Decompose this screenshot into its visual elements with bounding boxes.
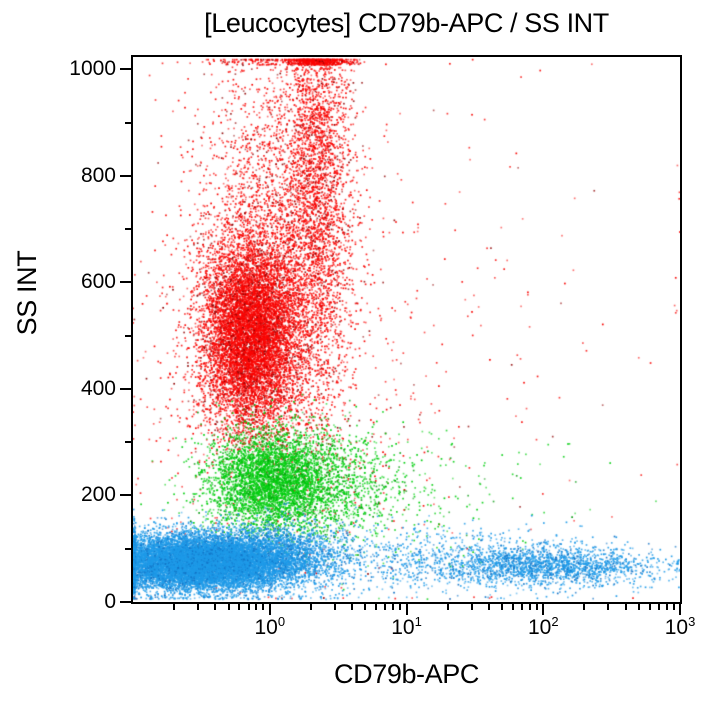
x-minor-tick (255, 604, 258, 610)
x-major-tick (268, 604, 271, 615)
y-major-tick (120, 387, 131, 390)
y-tick-label: 200 (80, 483, 116, 507)
x-minor-tick (511, 604, 514, 610)
y-minor-tick (125, 121, 131, 124)
x-minor-tick (470, 604, 473, 610)
x-minor-tick (528, 604, 531, 610)
x-minor-tick (521, 604, 524, 610)
x-tick-label: 103 (664, 614, 696, 639)
x-minor-tick (351, 604, 354, 610)
x-minor-tick (173, 604, 176, 610)
x-minor-tick (583, 604, 586, 610)
x-minor-tick (487, 604, 490, 610)
x-minor-tick (333, 604, 336, 610)
x-major-tick (679, 604, 681, 615)
y-major-tick (120, 68, 131, 71)
x-minor-tick (238, 604, 241, 610)
x-minor-tick (247, 604, 250, 610)
y-minor-tick (125, 441, 131, 444)
y-tick-label: 600 (80, 270, 116, 294)
x-minor-tick (607, 604, 610, 610)
x-minor-tick (399, 604, 402, 610)
x-minor-tick (672, 604, 675, 610)
x-minor-tick (637, 604, 640, 610)
x-major-tick (542, 604, 545, 615)
x-minor-tick (364, 604, 367, 610)
x-minor-tick (624, 604, 627, 610)
x-minor-tick (392, 604, 395, 610)
y-minor-tick (125, 228, 131, 231)
x-axis-label: CD79b-APC (334, 659, 479, 689)
x-minor-tick (535, 604, 538, 610)
x-minor-tick (657, 604, 660, 610)
scatter-plot-canvas (133, 57, 680, 602)
x-minor-tick (665, 604, 668, 610)
x-minor-tick (501, 604, 504, 610)
x-minor-tick (384, 604, 387, 610)
x-minor-tick (446, 604, 449, 610)
y-major-tick (120, 174, 131, 177)
y-major-tick (120, 601, 131, 603)
y-tick-label: 800 (80, 163, 116, 187)
y-major-tick (120, 494, 131, 497)
x-minor-tick (375, 604, 378, 610)
plot-title: [Leucocytes] CD79b-APC / SS INT (204, 8, 609, 38)
x-tick-label: 100 (254, 614, 286, 639)
x-tick-label: 101 (391, 614, 422, 639)
x-minor-tick (262, 604, 265, 610)
y-minor-tick (125, 334, 131, 337)
y-major-tick (120, 281, 131, 284)
x-tick-label: 102 (527, 614, 559, 639)
y-tick-label: 1000 (69, 57, 116, 81)
x-minor-tick (214, 604, 217, 610)
x-minor-tick (197, 604, 200, 610)
x-major-tick (405, 604, 408, 615)
y-minor-tick (125, 547, 131, 550)
plot-area-border (131, 55, 682, 604)
y-tick-label: 400 (80, 376, 116, 400)
x-minor-tick (309, 604, 312, 610)
x-minor-tick (648, 604, 651, 610)
y-tick-label: 0 (104, 590, 116, 613)
x-minor-tick (227, 604, 230, 610)
